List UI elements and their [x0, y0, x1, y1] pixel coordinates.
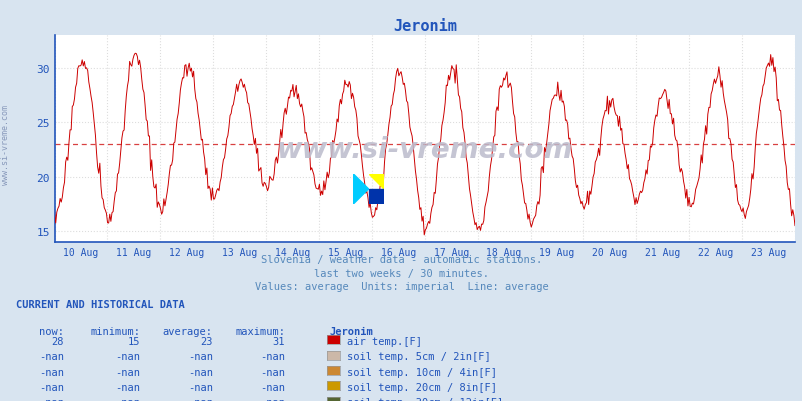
Text: soil temp. 20cm / 8in[F]: soil temp. 20cm / 8in[F]: [346, 382, 496, 392]
Text: 15: 15: [128, 336, 140, 346]
Polygon shape: [353, 174, 368, 205]
Text: 28: 28: [51, 336, 64, 346]
Text: -nan: -nan: [115, 397, 140, 401]
Text: -nan: -nan: [188, 352, 213, 361]
Text: -nan: -nan: [260, 397, 285, 401]
Text: soil temp. 10cm / 4in[F]: soil temp. 10cm / 4in[F]: [346, 367, 496, 377]
Text: Values: average  Units: imperial  Line: average: Values: average Units: imperial Line: av…: [254, 281, 548, 291]
Text: -nan: -nan: [115, 352, 140, 361]
Text: maximum:: maximum:: [235, 326, 285, 336]
Text: now:: now:: [39, 326, 64, 336]
Text: -nan: -nan: [260, 352, 285, 361]
Text: minimum:: minimum:: [91, 326, 140, 336]
Text: air temp.[F]: air temp.[F]: [346, 336, 421, 346]
Text: -nan: -nan: [115, 367, 140, 377]
Polygon shape: [368, 190, 383, 205]
Text: average:: average:: [163, 326, 213, 336]
Text: www.si-vreme.com: www.si-vreme.com: [1, 104, 10, 184]
Text: CURRENT AND HISTORICAL DATA: CURRENT AND HISTORICAL DATA: [16, 299, 184, 309]
Text: -nan: -nan: [260, 382, 285, 392]
Text: last two weeks / 30 minutes.: last two weeks / 30 minutes.: [314, 268, 488, 278]
Text: -nan: -nan: [188, 367, 213, 377]
Text: -nan: -nan: [39, 367, 64, 377]
Text: -nan: -nan: [115, 382, 140, 392]
Text: -nan: -nan: [260, 367, 285, 377]
Text: -nan: -nan: [188, 397, 213, 401]
Text: -nan: -nan: [188, 382, 213, 392]
Text: -nan: -nan: [39, 382, 64, 392]
Text: -nan: -nan: [39, 397, 64, 401]
Text: 23: 23: [200, 336, 213, 346]
Text: soil temp. 30cm / 12in[F]: soil temp. 30cm / 12in[F]: [346, 397, 503, 401]
Text: 31: 31: [272, 336, 285, 346]
Text: Slovenia / weather data - automatic stations.: Slovenia / weather data - automatic stat…: [261, 255, 541, 265]
Text: -nan: -nan: [39, 352, 64, 361]
Text: soil temp. 5cm / 2in[F]: soil temp. 5cm / 2in[F]: [346, 352, 490, 361]
Text: www.si-vreme.com: www.si-vreme.com: [276, 136, 573, 164]
Polygon shape: [368, 174, 383, 190]
Title: Jeronim: Jeronim: [392, 18, 456, 34]
Text: Jeronim: Jeronim: [329, 326, 372, 336]
